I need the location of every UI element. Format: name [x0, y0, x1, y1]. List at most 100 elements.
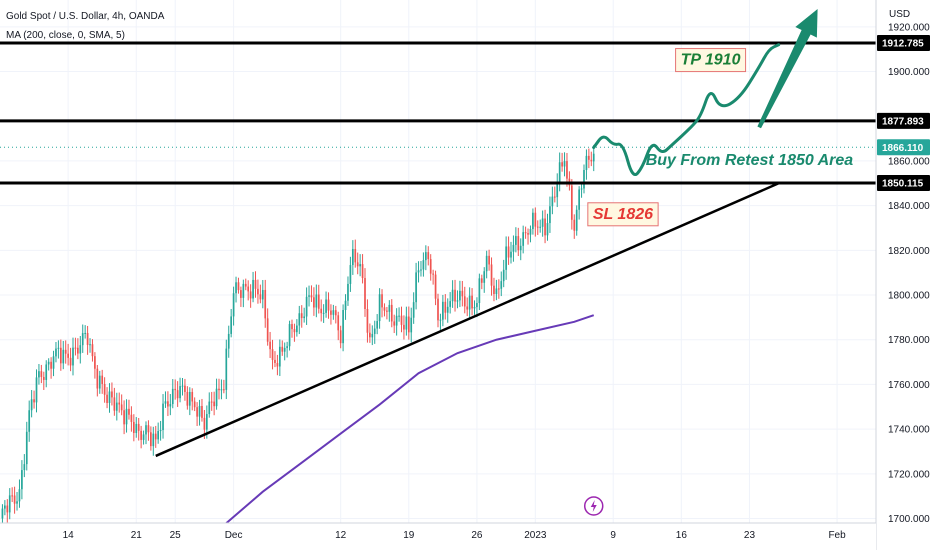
candle-body — [549, 206, 551, 224]
currency-label: USD — [889, 9, 910, 20]
candle-body — [108, 391, 111, 403]
candle — [493, 277, 495, 302]
candle-body — [77, 347, 79, 354]
candle-body — [261, 289, 264, 300]
candle-body — [84, 332, 87, 334]
candle-body — [215, 388, 218, 407]
candle-body — [522, 232, 525, 246]
candle — [524, 226, 527, 239]
candle-body — [588, 155, 590, 160]
candle-body — [286, 346, 288, 348]
candle — [184, 378, 186, 401]
candle-body — [237, 282, 240, 291]
candle-body — [468, 295, 471, 310]
candle — [485, 250, 488, 279]
candle-body — [386, 310, 388, 312]
candle — [303, 307, 306, 323]
candle — [342, 304, 344, 352]
x-tick-label: 26 — [471, 530, 483, 541]
candle — [47, 358, 50, 371]
candle — [424, 245, 427, 271]
candle-body — [169, 404, 172, 407]
candle — [575, 205, 578, 236]
candle — [62, 340, 65, 370]
candle — [278, 339, 281, 377]
candle-body — [505, 246, 507, 270]
candle — [271, 339, 274, 370]
candle — [488, 249, 490, 271]
candle-body — [590, 159, 593, 162]
candle — [13, 486, 16, 514]
candle — [527, 228, 529, 245]
price-tag-bg — [877, 34, 930, 51]
candle — [334, 305, 337, 324]
candle-body — [529, 229, 532, 235]
price-axis-bg — [876, 0, 932, 550]
candle — [254, 271, 257, 298]
candle-body — [130, 414, 133, 422]
candle-body — [344, 300, 347, 311]
candle — [193, 397, 196, 412]
x-tick-label: Dec — [225, 530, 243, 541]
candle — [305, 287, 308, 325]
candle — [480, 274, 483, 290]
candle-body — [534, 212, 537, 227]
candle-body — [349, 265, 352, 284]
candle-body — [235, 282, 237, 294]
candle-body — [8, 495, 11, 513]
candle-body — [208, 401, 211, 415]
candle — [456, 290, 459, 309]
candle-body — [561, 162, 563, 167]
candle-body — [573, 219, 576, 231]
candle — [259, 284, 262, 304]
candle — [497, 279, 500, 299]
candle-body — [507, 246, 510, 258]
candle — [240, 286, 242, 307]
candle-body — [128, 408, 130, 415]
candle — [325, 291, 327, 318]
candle-body — [247, 286, 250, 292]
candle-body — [376, 321, 379, 329]
candle-body — [327, 299, 330, 311]
candle-body — [442, 301, 444, 320]
candle — [476, 297, 478, 318]
price-tag-label: 1912.785 — [882, 38, 924, 49]
x-tick-label: 19 — [403, 530, 415, 541]
ma-line — [223, 314, 595, 526]
candle-body — [25, 431, 28, 465]
annotation-box — [675, 48, 747, 73]
candle-body — [132, 421, 135, 433]
candle-body — [62, 349, 65, 364]
candle-body — [67, 353, 69, 358]
indicator-legend[interactable]: MA (200, close, 0, SMA, 5) — [6, 30, 125, 41]
candle — [422, 252, 425, 277]
candle — [235, 276, 237, 303]
x-tick-label: 2023 — [524, 530, 547, 541]
candle-body — [140, 430, 142, 440]
candle — [296, 319, 298, 337]
candle — [519, 238, 522, 261]
candle-body — [546, 223, 549, 236]
candle — [50, 357, 52, 379]
candle-body — [553, 196, 556, 198]
price-tag-label: 1866.110 — [882, 143, 924, 154]
price-tag-bg — [877, 112, 930, 129]
candle — [69, 347, 72, 372]
candle — [1, 504, 4, 526]
candle — [11, 487, 14, 503]
candle — [264, 279, 267, 328]
candle-body — [556, 183, 559, 198]
candle — [227, 325, 230, 358]
annotation-label: Buy From Retest 1850 Area — [646, 152, 854, 169]
candle-body — [242, 283, 245, 298]
candle — [442, 294, 444, 327]
candle-body — [524, 232, 527, 234]
candle-body — [18, 489, 21, 502]
x-tick-label: Feb — [828, 530, 846, 541]
candle-body — [1, 508, 4, 519]
y-tick-label: 1760.000 — [888, 380, 930, 391]
candle-body — [539, 226, 542, 228]
candle — [332, 304, 335, 320]
candle-body — [407, 316, 410, 333]
